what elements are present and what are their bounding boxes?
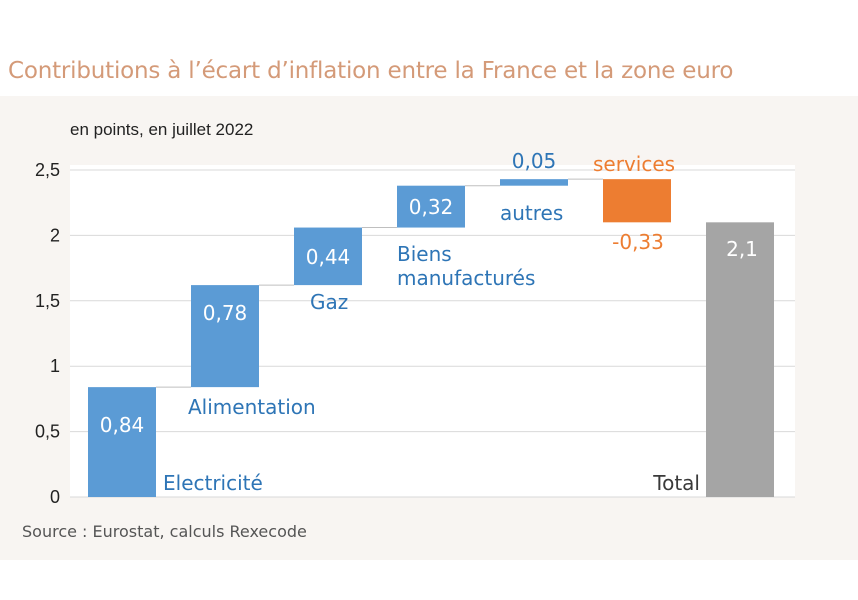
category-label: Total (652, 471, 700, 495)
category-label: Alimentation (188, 395, 316, 419)
data-label: 0,44 (306, 245, 351, 269)
category-label: manufacturés (397, 266, 535, 290)
bar (603, 179, 671, 223)
category-label: Electricité (163, 471, 263, 495)
data-label: 0,05 (512, 149, 557, 173)
category-label: autres (500, 201, 563, 225)
bar (500, 179, 568, 186)
data-label: 0,32 (409, 195, 454, 219)
chart-subtitle: en points, en juillet 2022 (70, 120, 254, 139)
bar (397, 185, 465, 228)
category-label: Gaz (310, 290, 348, 314)
y-tick-label: 2 (50, 225, 60, 245)
bar (88, 387, 156, 497)
bar (191, 285, 259, 388)
data-label: 0,84 (100, 413, 145, 437)
y-tick-label: 2,5 (35, 160, 60, 180)
chart-title: Contributions à l’écart d’inflation entr… (8, 58, 734, 84)
y-tick-label: 1 (50, 356, 60, 376)
data-label: 0,78 (203, 301, 248, 325)
category-label: Biens (397, 242, 452, 266)
y-tick-label: 1,5 (35, 291, 60, 311)
category-label: services (593, 152, 675, 176)
bar (294, 227, 362, 286)
bar (706, 222, 774, 497)
source-note: Source : Eurostat, calculs Rexecode (22, 522, 307, 541)
data-label: 2,1 (726, 237, 758, 261)
y-tick-label: 0,5 (35, 422, 60, 442)
y-tick-label: 0 (50, 487, 60, 507)
data-label: -0,33 (612, 230, 664, 254)
